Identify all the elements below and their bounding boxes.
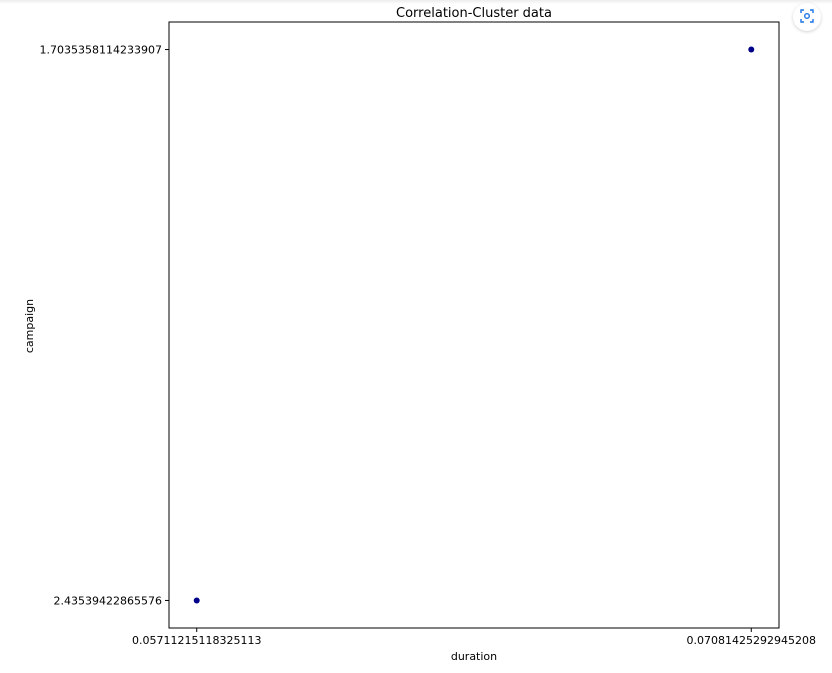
- top-shade: [0, 0, 832, 4]
- x-axis-ticks: 0.05711215118325113 0.07081425292945208: [132, 628, 816, 647]
- scan-icon: [800, 8, 814, 27]
- y-axis-label: campaign: [23, 299, 36, 353]
- x-axis-label: duration: [451, 650, 497, 663]
- data-point: [748, 46, 755, 53]
- x-tick-label: 0.07081425292945208: [687, 634, 816, 647]
- y-tick-label: 2.43539422865576: [54, 594, 162, 607]
- y-axis-ticks: 2.43539422865576 1.7035358114233907: [40, 44, 169, 607]
- data-point: [193, 597, 200, 604]
- x-tick-label: 0.05711215118325113: [132, 634, 261, 647]
- scan-button[interactable]: [793, 3, 821, 31]
- plot-area: [168, 21, 780, 629]
- y-tick-label: 1.7035358114233907: [40, 44, 162, 57]
- data-points: [193, 46, 755, 604]
- chart-title: Correlation-Cluster data: [396, 6, 552, 21]
